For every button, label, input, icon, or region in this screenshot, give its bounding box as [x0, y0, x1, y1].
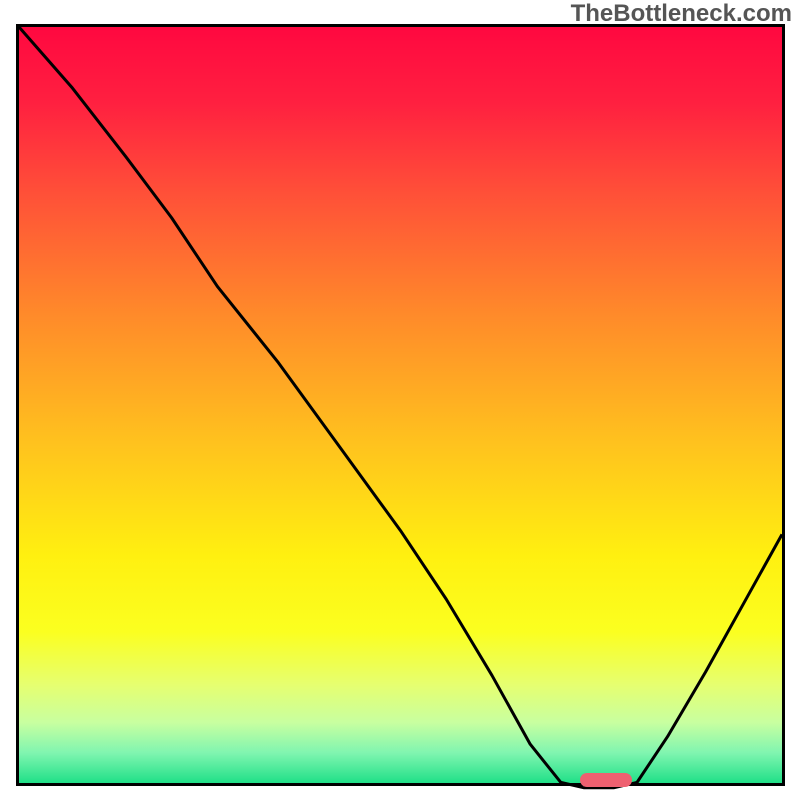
curve-overlay [19, 27, 782, 790]
chart-container: TheBottleneck.com [0, 0, 800, 800]
optimal-marker [580, 773, 632, 787]
plot-area [16, 24, 785, 786]
bottleneck-curve [19, 27, 782, 788]
